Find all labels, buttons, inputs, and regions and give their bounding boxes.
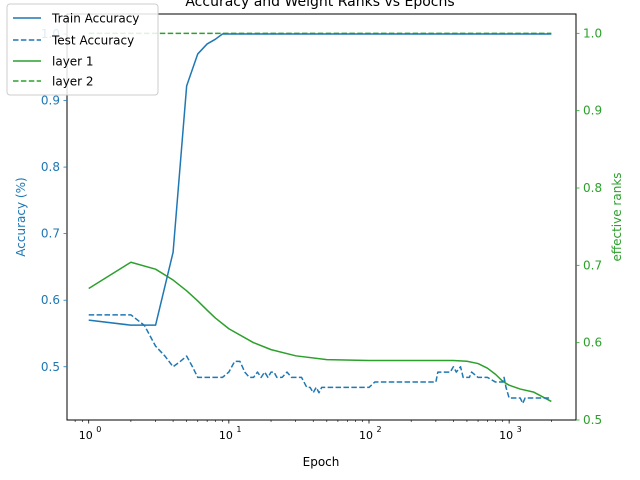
- x-tick-label: 10: [79, 429, 93, 442]
- legend-box: [6, 3, 159, 96]
- y-right-tick-label: 1.0: [583, 26, 602, 40]
- y-axis-right-label: effective ranks: [610, 172, 624, 261]
- legend-label-test-accuracy: Test Accuracy: [51, 34, 134, 48]
- y-right-tick-label: 0.9: [583, 104, 602, 118]
- x-tick-label: 10: [499, 429, 513, 442]
- legend-label-train-accuracy: Train Accuracy: [51, 12, 139, 26]
- x-axis-label: Epoch: [303, 455, 340, 469]
- y-left-tick-label: 0.8: [41, 160, 60, 174]
- y-axis-left-label: Accuracy (%): [14, 177, 28, 256]
- chart-title: Accuracy and Weight Ranks vs Epochs: [185, 0, 454, 10]
- y-left-tick-label: 0.9: [41, 94, 60, 108]
- x-tick-exponent: 2: [376, 425, 381, 434]
- y-left-tick-label: 0.7: [41, 227, 60, 241]
- series-lines: [88, 32, 552, 405]
- x-axis: 10 0 10 1 10 2 10 3: [74, 420, 552, 442]
- y-right-tick-label: 0.8: [583, 181, 602, 195]
- series-line-test-accuracy: [88, 314, 552, 405]
- plot-frame: [66, 13, 577, 421]
- y-right-tick-label: 0.6: [583, 336, 602, 350]
- x-tick-exponent: 1: [236, 425, 241, 434]
- series-line-layer-1: [88, 261, 552, 403]
- y-right-tick-label: 0.7: [583, 258, 602, 272]
- x-tick-label: 10: [219, 429, 233, 442]
- y-right-tick-label: 0.5: [583, 413, 602, 427]
- y-axis-right: 0.5 0.6 0.7 0.8 0.9 1.0: [576, 26, 602, 427]
- series-line-train-accuracy: [88, 33, 552, 326]
- x-tick-exponent: 3: [517, 425, 522, 434]
- x-tick-exponent: 0: [96, 425, 101, 434]
- y-left-tick-label: 0.5: [41, 360, 60, 374]
- legend: Train Accuracy Test Accuracy layer 1 lay…: [6, 3, 159, 96]
- legend-label-layer-1: layer 1: [52, 55, 94, 69]
- y-left-tick-label: 0.6: [41, 293, 60, 307]
- x-tick-label: 10: [359, 429, 373, 442]
- legend-label-layer-2: layer 2: [52, 75, 94, 89]
